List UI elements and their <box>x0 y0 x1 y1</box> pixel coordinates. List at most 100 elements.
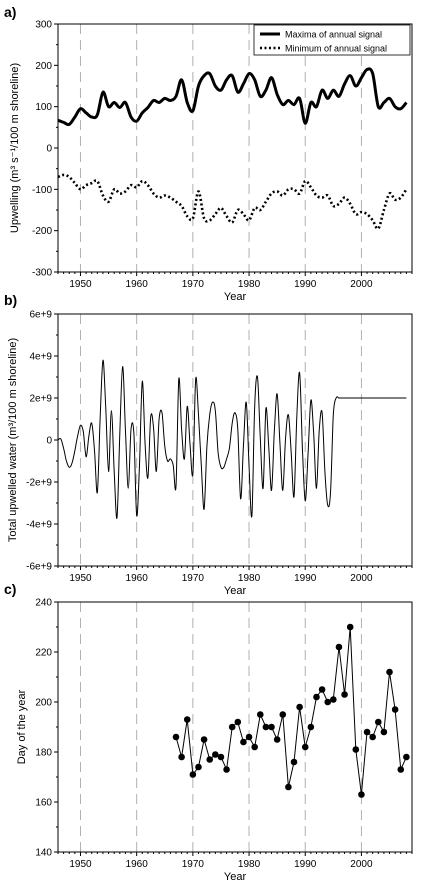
y-tick-label: -6e+9 <box>26 562 52 573</box>
data-point <box>251 743 258 751</box>
chart-panel-2: 1950 1960 1970 1980 1990 2000 -6e+9 -4e+9 -2e+9 0… <box>4 292 413 597</box>
x-tick-label: 1960 <box>126 573 149 584</box>
data-point <box>363 728 371 736</box>
data-point <box>262 723 270 731</box>
data-point <box>307 723 315 731</box>
legend-label: Minimum of annual signal <box>285 44 387 54</box>
x-tick-label: 1960 <box>126 859 149 870</box>
data-point <box>268 723 275 731</box>
x-tick-label: 1980 <box>238 573 261 584</box>
data-point <box>240 738 247 746</box>
data-point <box>279 711 287 718</box>
x-tick-label: 1990 <box>294 859 317 870</box>
data-point <box>352 746 360 753</box>
panel-label: a) <box>4 4 16 20</box>
data-point <box>324 698 332 706</box>
x-tick-label: 1950 <box>69 859 92 870</box>
plot-frame <box>57 23 413 273</box>
y-tick-label: -4e+9 <box>26 520 52 531</box>
data-point <box>374 718 382 726</box>
data-point <box>200 736 208 743</box>
data-point <box>313 693 320 701</box>
legend-box <box>253 24 411 56</box>
data-point <box>341 691 348 698</box>
x-tick-label: 2000 <box>350 279 373 290</box>
data-point <box>335 643 343 651</box>
data-point <box>206 756 214 763</box>
data-point <box>285 783 292 791</box>
y-tick-label: -200 <box>32 226 52 237</box>
x-tick-label: 2000 <box>350 573 373 584</box>
data-point <box>403 753 410 761</box>
chart-panel-1: 1950 1960 1970 1980 1990 2000 -300 -200 -100 0 100… <box>4 4 413 303</box>
y-tick-label: -300 <box>32 268 52 279</box>
data-point <box>223 766 230 773</box>
y-axis-title: Total upwelled water (m³/100 m shoreline… <box>7 338 19 542</box>
series-line-1 <box>57 359 407 519</box>
y-tick-label: -100 <box>32 185 52 196</box>
y-tick-label: 160 <box>35 798 52 809</box>
panel-label: c) <box>4 581 16 597</box>
y-axis-title: Day of the year <box>16 689 28 764</box>
data-point <box>245 733 253 741</box>
y-tick-label: 0 <box>46 144 52 155</box>
panel-label: b) <box>4 292 17 308</box>
y-tick-label: 220 <box>35 648 52 659</box>
legend: Maxima of annual signal Minimum of annual… <box>253 24 411 56</box>
data-point <box>183 716 191 723</box>
plot-frame <box>57 313 413 567</box>
data-point <box>397 766 405 773</box>
x-tick-label: 1990 <box>294 573 317 584</box>
data-point <box>386 668 393 676</box>
chart-panel-3: 1950 1960 1970 1980 1990 2000 140 160 180 200 220 2… <box>4 581 413 883</box>
y-tick-label: 0 <box>46 436 52 447</box>
data-point <box>189 771 197 778</box>
data-point <box>296 703 303 711</box>
x-axis-title: Year <box>224 291 247 303</box>
x-tick-label: 1980 <box>238 859 261 870</box>
data-point <box>318 686 326 693</box>
data-point <box>195 763 202 771</box>
x-tick-label: 1970 <box>182 279 205 290</box>
legend-label: Maxima of annual signal <box>285 30 382 40</box>
data-point <box>330 696 337 703</box>
data-point <box>391 706 399 713</box>
y-tick-label: 200 <box>35 698 52 709</box>
x-axis-title: Year <box>224 585 247 597</box>
data-point <box>301 743 309 751</box>
data-point <box>358 791 365 798</box>
data-point <box>234 718 242 726</box>
x-axis-title: Year <box>224 871 247 883</box>
y-axis-title: Upwelling (m³ s⁻¹/100 m shoreline) <box>9 63 21 233</box>
x-tick-label: 2000 <box>350 859 373 870</box>
y-tick-label: 140 <box>35 848 52 859</box>
data-point <box>290 758 298 766</box>
x-tick-label: 1990 <box>294 279 317 290</box>
data-point <box>273 736 281 743</box>
data-point <box>228 723 236 731</box>
x-tick-label: 1980 <box>238 279 261 290</box>
data-point <box>380 728 388 736</box>
data-point <box>178 753 185 761</box>
data-point <box>346 623 354 631</box>
x-tick-label: 1970 <box>182 859 205 870</box>
series-line-2 <box>57 173 408 231</box>
data-point <box>212 751 219 758</box>
x-tick-label: 1960 <box>126 279 149 290</box>
y-tick-label: -2e+9 <box>26 478 52 489</box>
x-tick-label: 1950 <box>69 279 92 290</box>
y-tick-label: 200 <box>35 61 52 72</box>
data-point <box>256 711 264 718</box>
y-tick-label: 4e+9 <box>29 352 52 363</box>
y-tick-label: 6e+9 <box>29 310 52 321</box>
x-tick-label: 1970 <box>182 573 205 584</box>
series-line-1 <box>175 626 407 795</box>
x-tick-label: 1950 <box>69 573 92 584</box>
data-point <box>369 733 376 741</box>
series-line-1 <box>57 67 408 127</box>
y-tick-label: 2e+9 <box>29 394 52 405</box>
y-tick-label: 300 <box>35 20 52 31</box>
y-tick-label: 100 <box>35 102 52 113</box>
y-tick-label: 180 <box>35 748 52 759</box>
